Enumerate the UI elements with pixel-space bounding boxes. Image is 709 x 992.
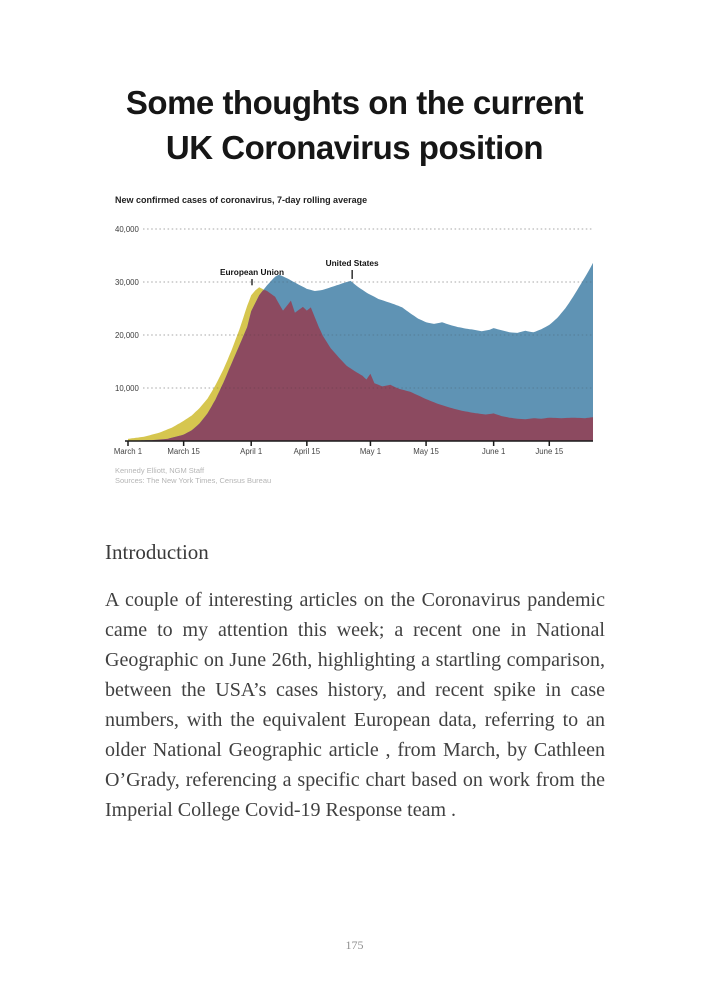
chart-title: New confirmed cases of coronavirus, 7-da… xyxy=(115,195,368,205)
chart-credit-author: Kennedy Elliott, NGM Staff xyxy=(115,466,205,475)
series-annotation-label: European Union xyxy=(220,267,284,277)
y-axis-label: 30,000 xyxy=(115,278,140,287)
page-title: Some thoughts on the current UK Coronavi… xyxy=(0,80,709,170)
x-axis-label: April 1 xyxy=(240,447,262,456)
chart-credits: Kennedy Elliott, NGM Staff Sources: The … xyxy=(115,466,271,486)
coronavirus-cases-chart: New confirmed cases of coronavirus, 7-da… xyxy=(110,192,595,492)
y-axis-label: 40,000 xyxy=(115,225,140,234)
x-axis-label: May 15 xyxy=(413,447,439,456)
x-axis-label: March 1 xyxy=(114,447,142,456)
x-axis-label: June 15 xyxy=(535,447,563,456)
series-annotation-label: United States xyxy=(326,258,379,268)
chart-credit-sources: Sources: The New York Times, Census Bure… xyxy=(115,476,272,485)
x-axis-label: April 15 xyxy=(294,447,321,456)
page-title-line2: UK Coronavirus position xyxy=(165,129,544,166)
y-axis-label: 10,000 xyxy=(115,384,140,393)
page-title-line1: Some thoughts on the current xyxy=(125,84,584,121)
chart-plot-area: March 1 March 15 April 1 April 15 May 1 May 1… xyxy=(114,225,593,456)
page-number: 175 xyxy=(345,938,364,952)
x-axis-label: May 1 xyxy=(360,447,381,456)
y-axis-label: 20,000 xyxy=(115,331,140,340)
body-paragraph: A couple of interesting articles on the … xyxy=(105,589,605,821)
overlap-area xyxy=(128,290,593,441)
intro-heading: Introduction xyxy=(105,540,209,564)
x-axis-label: March 15 xyxy=(167,447,200,456)
x-axis-label: June 1 xyxy=(482,447,505,456)
